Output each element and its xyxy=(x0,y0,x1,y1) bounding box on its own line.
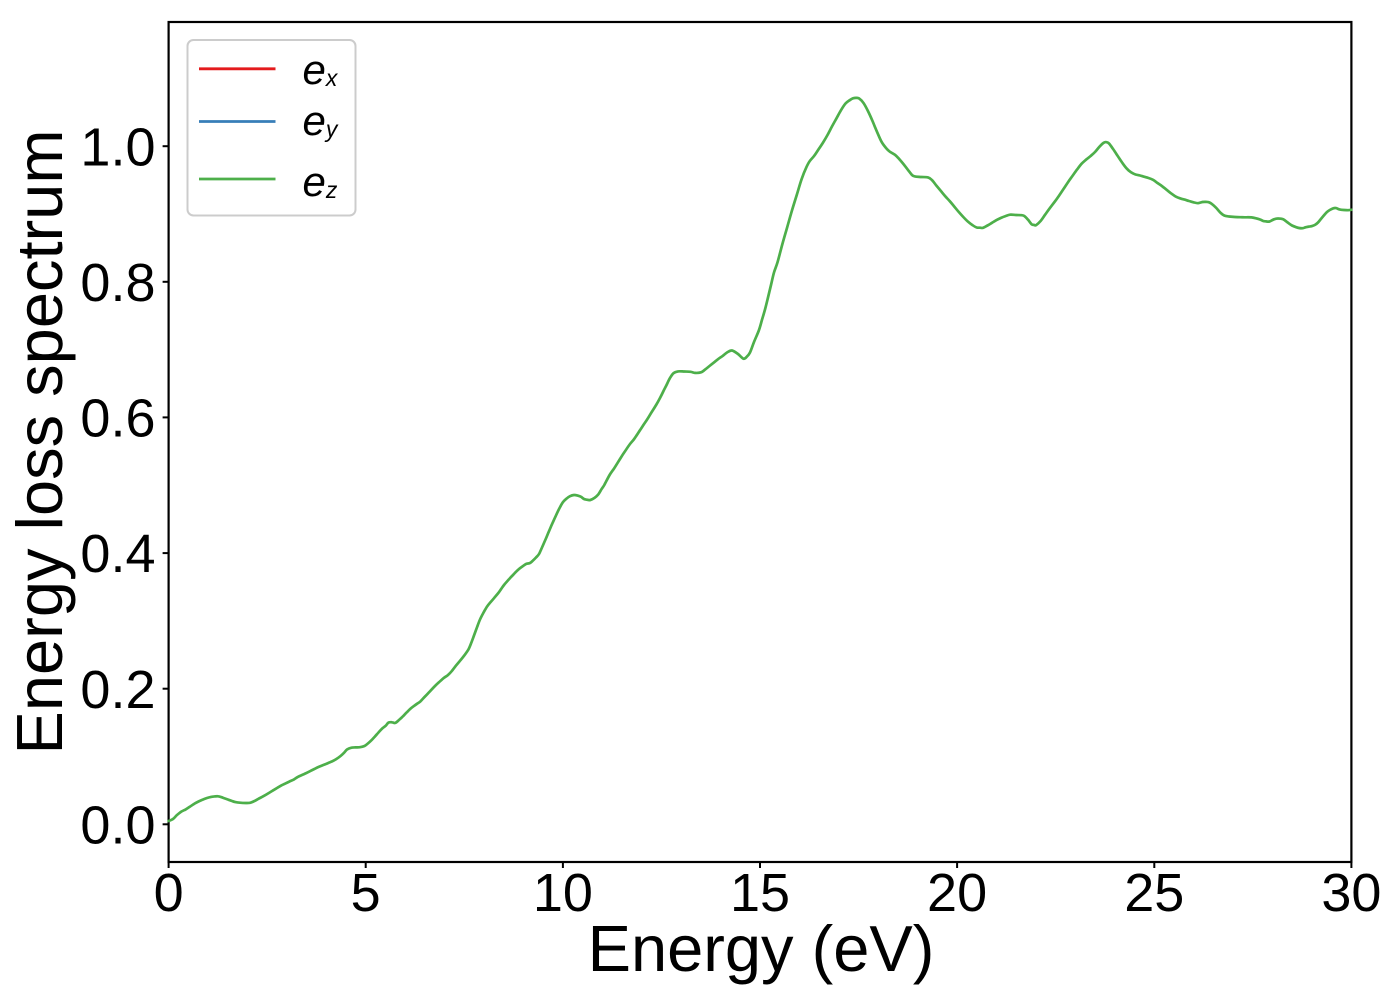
svg-text:5: 5 xyxy=(351,863,381,923)
svg-text:0.2: 0.2 xyxy=(80,660,155,720)
svg-text:0: 0 xyxy=(154,863,184,923)
svg-text:20: 20 xyxy=(927,863,987,923)
svg-text:Energy (eV): Energy (eV) xyxy=(588,912,935,985)
svg-text:0.0: 0.0 xyxy=(80,795,155,855)
svg-text:0.8: 0.8 xyxy=(80,253,155,313)
svg-text:1.0: 1.0 xyxy=(80,117,155,177)
svg-text:0.4: 0.4 xyxy=(80,524,155,584)
svg-text:30: 30 xyxy=(1321,863,1381,923)
svg-text:15: 15 xyxy=(730,863,790,923)
svg-text:0.6: 0.6 xyxy=(80,389,155,449)
svg-text:25: 25 xyxy=(1124,863,1184,923)
svg-text:Energy loss spectrum: Energy loss spectrum xyxy=(3,130,76,755)
svg-text:10: 10 xyxy=(533,863,593,923)
